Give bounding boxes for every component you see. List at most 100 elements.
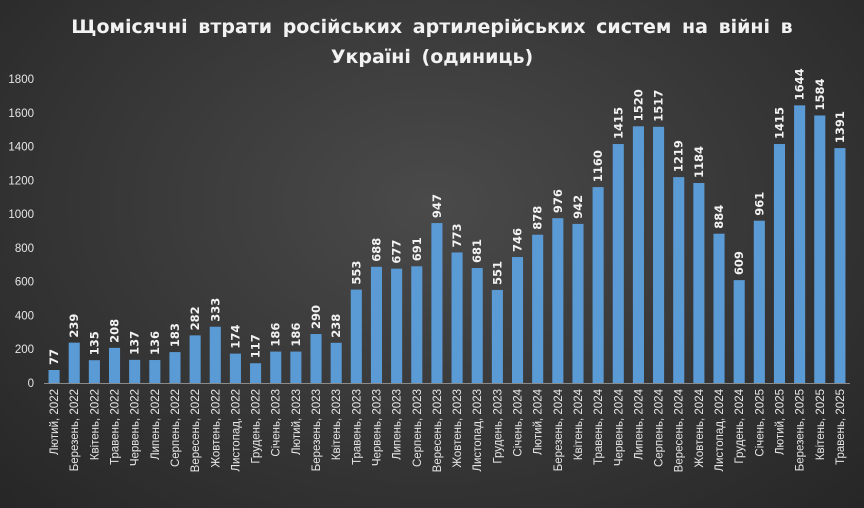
data-label: 884 bbox=[712, 205, 726, 229]
x-tick-label: Лютий, 2022 bbox=[49, 389, 61, 455]
bar bbox=[411, 266, 423, 383]
x-tick-label: Листопад, 2023 bbox=[472, 389, 484, 472]
bar bbox=[753, 220, 765, 383]
data-label: 174 bbox=[228, 325, 242, 349]
bar bbox=[229, 353, 241, 383]
chart-title: Щомісячні втрати російських артилерійськ… bbox=[0, 12, 864, 72]
data-label: 333 bbox=[208, 298, 222, 322]
bar bbox=[391, 268, 403, 383]
x-tick-label: Квітень, 2022 bbox=[89, 389, 101, 460]
x-tick-label: Червень, 2022 bbox=[130, 389, 142, 466]
data-label: 238 bbox=[329, 314, 343, 338]
x-tick-label: Вересень, 2024 bbox=[674, 388, 686, 472]
bar bbox=[733, 280, 745, 383]
x-tick-label: Травень, 2023 bbox=[351, 389, 363, 465]
y-tick-label: 1000 bbox=[8, 209, 34, 221]
x-tick-label: Лютий, 2025 bbox=[774, 389, 786, 455]
x-tick-label: Квітень, 2024 bbox=[573, 388, 585, 460]
chart-title-line-2: Україні (одиниць) bbox=[330, 46, 534, 68]
bar bbox=[471, 267, 483, 383]
data-label: 947 bbox=[430, 194, 444, 218]
bar bbox=[451, 252, 463, 383]
data-label: 1391 bbox=[833, 111, 847, 143]
bar bbox=[552, 218, 564, 383]
data-label: 553 bbox=[349, 261, 363, 285]
x-tick-label: Липень, 2023 bbox=[392, 389, 404, 460]
x-tick-label: Травень, 2024 bbox=[593, 388, 605, 464]
bar bbox=[773, 144, 786, 383]
data-label: 773 bbox=[450, 223, 464, 247]
data-label: 1520 bbox=[631, 89, 645, 121]
bar bbox=[612, 144, 624, 383]
data-label: 117 bbox=[249, 334, 263, 358]
data-label: 551 bbox=[490, 261, 504, 285]
bar bbox=[532, 234, 544, 383]
bar bbox=[88, 360, 100, 383]
bar bbox=[794, 105, 806, 383]
x-tick-label: Грудень, 2024 bbox=[734, 388, 746, 463]
bar bbox=[350, 289, 362, 383]
data-label: 282 bbox=[188, 306, 202, 330]
data-label: 691 bbox=[410, 237, 424, 261]
data-label: 135 bbox=[87, 331, 101, 355]
bar bbox=[713, 233, 725, 383]
x-tick-label: Лютий, 2024 bbox=[533, 388, 545, 455]
data-label: 677 bbox=[390, 240, 404, 264]
data-label: 183 bbox=[168, 323, 182, 347]
data-label: 1184 bbox=[692, 146, 706, 178]
chart-title-line-1: Щомісячні втрати російських артилерійськ… bbox=[71, 16, 793, 38]
x-tick-label: Січень, 2025 bbox=[754, 389, 766, 457]
data-label: 878 bbox=[531, 206, 545, 230]
x-tick-label: Березень, 2024 bbox=[553, 388, 565, 471]
x-tick-label: Січень, 2024 bbox=[513, 388, 525, 456]
bar bbox=[189, 335, 201, 383]
x-tick-label: Березень, 2022 bbox=[69, 389, 81, 471]
bar bbox=[653, 126, 665, 383]
bar bbox=[68, 342, 80, 383]
bar bbox=[592, 187, 604, 383]
x-tick-label: Жовтень, 2024 bbox=[694, 388, 706, 467]
y-tick-label: 800 bbox=[15, 243, 34, 255]
bar bbox=[330, 342, 342, 383]
data-label: 746 bbox=[511, 228, 525, 252]
y-tick-label: 200 bbox=[15, 344, 34, 356]
y-tick-label: 400 bbox=[15, 310, 34, 322]
bar bbox=[511, 257, 524, 383]
y-tick-label: 1400 bbox=[8, 142, 34, 154]
bar bbox=[491, 289, 503, 383]
data-label: 1160 bbox=[591, 150, 605, 182]
x-tick-label: Березень, 2023 bbox=[311, 389, 323, 471]
bar bbox=[169, 352, 181, 383]
x-tick-label: Грудень, 2022 bbox=[251, 389, 263, 464]
data-label: 208 bbox=[108, 319, 122, 343]
y-tick-label: 1600 bbox=[8, 108, 34, 120]
data-label: 1644 bbox=[793, 68, 807, 100]
x-tick-label: Липень, 2022 bbox=[150, 389, 162, 460]
x-tick-label: Серпень, 2022 bbox=[170, 389, 182, 467]
data-label: 186 bbox=[289, 323, 303, 347]
x-tick-label: Липень, 2024 bbox=[633, 388, 645, 460]
data-label: 976 bbox=[551, 189, 565, 213]
bar bbox=[48, 369, 60, 383]
x-tick-label: Серпень, 2023 bbox=[412, 389, 424, 467]
bar bbox=[270, 351, 282, 383]
data-label: 1415 bbox=[772, 107, 786, 139]
data-label: 137 bbox=[128, 331, 142, 355]
x-tick-label: Листопад, 2022 bbox=[230, 389, 242, 472]
bar bbox=[632, 126, 644, 384]
bar bbox=[250, 363, 262, 383]
x-tick-label: Жовтень, 2022 bbox=[210, 389, 222, 468]
x-tick-label: Січень, 2023 bbox=[271, 389, 283, 457]
data-label: 1415 bbox=[611, 107, 625, 139]
y-tick-label: 600 bbox=[15, 277, 34, 289]
bar bbox=[572, 223, 584, 383]
bar bbox=[814, 115, 826, 383]
x-tick-label: Вересень, 2023 bbox=[432, 389, 444, 472]
x-tick-label: Серпень, 2024 bbox=[654, 388, 666, 467]
x-tick-label: Листопад, 2024 bbox=[714, 388, 726, 471]
bar bbox=[673, 177, 685, 383]
bar bbox=[209, 326, 221, 383]
data-label: 961 bbox=[752, 192, 766, 216]
